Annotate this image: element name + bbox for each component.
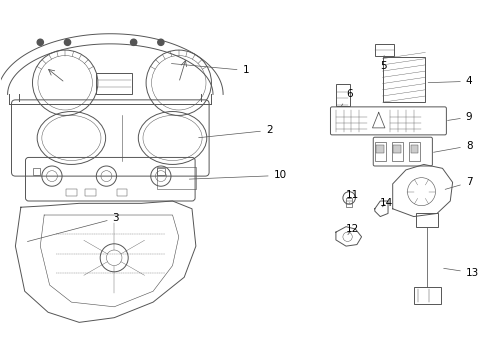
Circle shape (37, 39, 43, 45)
Text: 2: 2 (198, 125, 272, 138)
Bar (66, 189, 77, 195)
Circle shape (64, 39, 70, 45)
Text: 12: 12 (346, 224, 359, 235)
Text: 1: 1 (171, 64, 249, 76)
Bar (382, 57, 425, 102)
Text: 13: 13 (443, 268, 478, 278)
Bar (335, 84, 349, 106)
Bar (374, 44, 393, 55)
Bar (408, 142, 419, 161)
Text: 7: 7 (444, 177, 471, 189)
Bar (346, 198, 351, 207)
Circle shape (158, 39, 163, 45)
Text: 10: 10 (189, 170, 286, 180)
Bar (116, 189, 127, 195)
Text: 6: 6 (341, 89, 352, 106)
Text: 11: 11 (346, 190, 359, 203)
Bar (415, 213, 437, 227)
Text: 14: 14 (380, 198, 393, 208)
Circle shape (130, 39, 137, 45)
Text: 8: 8 (433, 141, 471, 152)
Text: 9: 9 (447, 112, 471, 122)
Bar (85, 189, 96, 195)
Bar (391, 142, 402, 161)
Bar (157, 168, 164, 175)
Bar (410, 145, 418, 153)
Bar (157, 167, 196, 189)
Text: 3: 3 (27, 213, 119, 242)
Bar (32, 168, 40, 175)
Bar (374, 142, 385, 161)
Text: 4: 4 (427, 76, 471, 86)
Bar (376, 145, 384, 153)
Bar (393, 145, 401, 153)
Text: 5: 5 (380, 55, 386, 71)
Bar (96, 73, 132, 94)
Bar (413, 287, 440, 305)
